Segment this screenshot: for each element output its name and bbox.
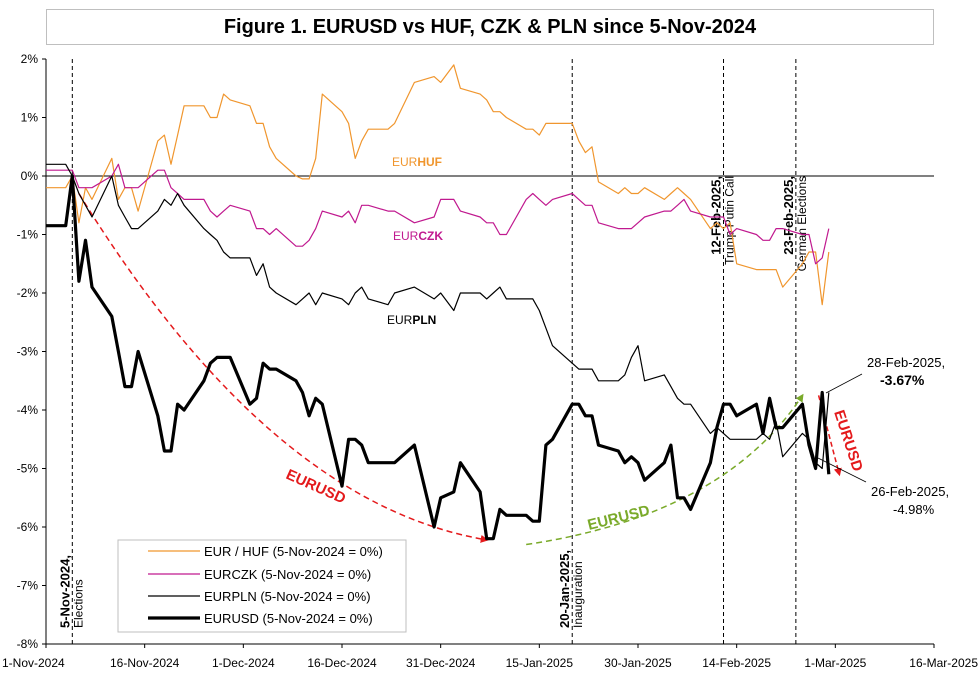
trend-arrow-green-up xyxy=(526,393,804,546)
series-label-eurhuf: EURHUF xyxy=(392,155,442,169)
callout-26feb-value: -4.98% xyxy=(893,502,935,517)
legend: EUR / HUF (5-Nov-2024 = 0%) EURCZK (5-No… xyxy=(117,539,407,633)
event-label-date: 23-Feb-2025, xyxy=(781,176,796,255)
x-tick-label: 30-Jan-2025 xyxy=(604,656,672,670)
series-line-eurczk xyxy=(46,163,830,265)
y-tick-label: -4% xyxy=(17,403,39,417)
event-label-desc: German Elections xyxy=(795,176,809,271)
callout-26feb-date: 26-Feb-2025, xyxy=(871,484,949,499)
series-label-eurczk-suffix: CZK xyxy=(418,229,443,243)
x-tick-label: 15-Jan-2025 xyxy=(506,656,574,670)
x-tick-label: 1-Mar-2025 xyxy=(804,656,866,670)
series-line-eurhuf xyxy=(46,64,830,306)
legend-label-eurusd: EURUSD (5-Nov-2024 = 0%) xyxy=(204,611,373,626)
series-label-eurpln: EURPLN xyxy=(387,313,436,327)
annotation-eurusd-red-right: EURUSD xyxy=(830,408,866,474)
y-tick-label: 2% xyxy=(21,52,39,66)
chart-title: Figure 1. EURUSD vs HUF, CZK & PLN since… xyxy=(223,15,757,38)
series-label-eurpln-prefix: EUR xyxy=(387,313,413,327)
series-line-eurusd xyxy=(46,174,831,541)
chart-title-box: Figure 1. EURUSD vs HUF, CZK & PLN since… xyxy=(46,9,934,45)
event-lines: 5-Nov-2024, Elections 20-Jan-2025, Inaugura… xyxy=(57,59,809,644)
annotation-eurusd-green: EURUSD xyxy=(586,502,652,534)
series-label-eurpln-suffix: PLN xyxy=(412,313,436,327)
y-tick-label: -5% xyxy=(17,462,39,476)
event-label-date: 12-Feb-2025, xyxy=(709,176,724,255)
callout-leader-28feb xyxy=(825,373,863,394)
callout-leader-26feb xyxy=(817,457,867,483)
legend-label-eurhuf: EUR / HUF (5-Nov-2024 = 0%) xyxy=(204,544,383,559)
callout-28feb-value: -3.67% xyxy=(880,372,925,388)
x-tick-label: 16-Mar-2025 xyxy=(909,656,978,670)
series-label-eurczk: EURCZK xyxy=(393,229,443,243)
y-axis: 2% 1% 0% -1% -2% -3% -4% -5% -6% -7% -8% xyxy=(17,52,934,651)
y-tick-label: -6% xyxy=(17,520,39,534)
y-tick-label: -1% xyxy=(17,228,39,242)
x-axis: 1-Nov-2024 16-Nov-2024 1-Dec-2024 16-Dec-20… xyxy=(2,643,978,670)
event-label-desc: Inauguration xyxy=(571,561,585,628)
y-tick-label: -2% xyxy=(17,286,39,300)
callout-28feb-date: 28-Feb-2025, xyxy=(867,355,945,370)
x-tick-label: 1-Dec-2024 xyxy=(212,656,275,670)
event-label-desc: Elections xyxy=(71,579,85,628)
y-tick-label: -8% xyxy=(17,637,39,651)
x-tick-label: 31-Dec-2024 xyxy=(406,656,476,670)
x-tick-label: 16-Dec-2024 xyxy=(307,656,377,670)
series-line-eurpln xyxy=(46,163,830,470)
y-tick-label: -7% xyxy=(17,579,39,593)
series-label-eurhuf-prefix: EUR xyxy=(392,155,418,169)
x-tick-label: 1-Nov-2024 xyxy=(2,656,65,670)
trend-arrows xyxy=(78,193,842,546)
legend-label-eurpln: EURPLN (5-Nov-2024 = 0%) xyxy=(204,589,371,604)
x-tick-label: 16-Nov-2024 xyxy=(110,656,180,670)
trend-arrow-red-down xyxy=(78,193,489,543)
series-label-eurhuf-suffix: HUF xyxy=(417,155,442,169)
y-tick-label: 0% xyxy=(21,169,39,183)
y-tick-label: -3% xyxy=(17,345,39,359)
legend-label-eurczk: EURCZK (5-Nov-2024 = 0%) xyxy=(204,567,371,582)
event-label-date: 5-Nov-2024, xyxy=(57,555,72,628)
y-tick-label: 1% xyxy=(21,111,39,125)
x-tick-label: 14-Feb-2025 xyxy=(702,656,771,670)
trend-arrow-red-short xyxy=(817,395,842,477)
series-lines xyxy=(46,64,831,541)
event-label-date: 20-Jan-2025, xyxy=(557,550,572,628)
series-label-eurczk-prefix: EUR xyxy=(393,229,419,243)
